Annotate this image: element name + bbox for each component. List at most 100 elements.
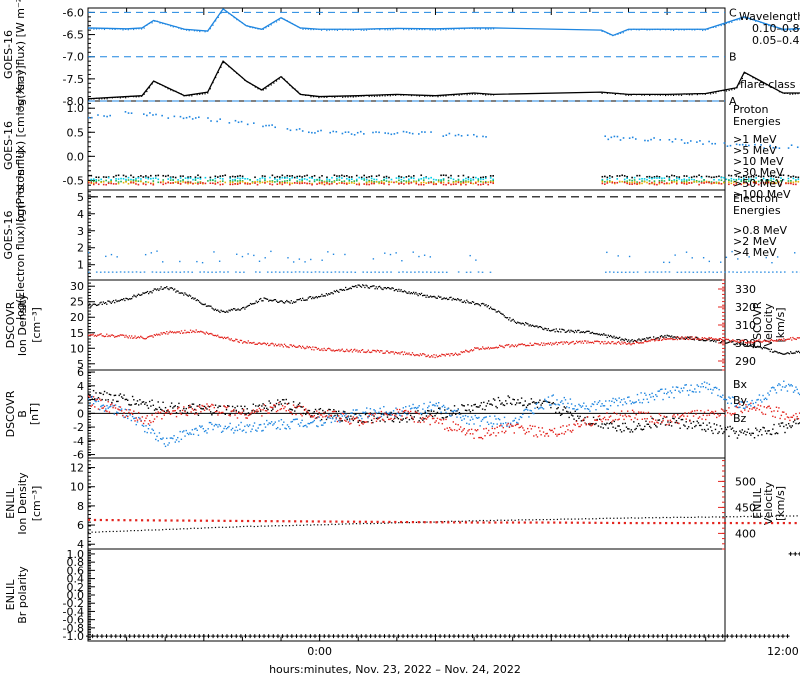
proton-point-mark	[187, 180, 189, 183]
b-field-point-mark	[123, 412, 125, 414]
density-point-mark	[728, 339, 731, 342]
proton-point-mark	[616, 181, 619, 184]
proton-point-mark	[398, 177, 400, 179]
proton-point-mark	[373, 182, 375, 185]
density-point-mark	[88, 304, 90, 307]
density-point-mark	[411, 292, 414, 295]
xray-point-mark	[305, 28, 307, 30]
density-point-mark	[420, 292, 423, 295]
b-field-point-mark	[92, 396, 95, 398]
b-field-point-mark	[781, 422, 784, 424]
density-point-mark	[124, 299, 126, 302]
proton-point-mark	[795, 180, 797, 183]
proton-point-mark	[618, 180, 621, 183]
xray-point-mark	[267, 25, 270, 28]
density-point-mark	[633, 339, 636, 342]
electron-point-mark	[144, 253, 147, 256]
b-field-point-mark	[647, 401, 650, 404]
proton-point-mark	[276, 179, 279, 181]
density-point-mark	[104, 302, 107, 304]
b-field-point-mark	[123, 394, 125, 396]
density-point-mark	[471, 300, 474, 303]
b-field-point-mark	[314, 408, 317, 411]
density-point-mark	[483, 303, 485, 305]
density-point-mark	[354, 348, 356, 350]
proton-point-mark	[338, 179, 341, 181]
b-field-point-mark	[264, 426, 267, 428]
proton-point-mark	[229, 180, 232, 182]
b-field-point-mark	[156, 435, 158, 438]
density-point-mark	[395, 352, 398, 354]
b-field-point-mark	[197, 414, 200, 416]
density-point-mark	[203, 332, 205, 334]
density-point-mark	[188, 294, 191, 296]
b-field-point-mark	[191, 403, 194, 405]
density-point-mark	[179, 332, 182, 334]
b-field-point-mark	[106, 404, 108, 407]
electron-base-point-mark	[199, 271, 201, 273]
b-field-point-mark	[379, 407, 381, 410]
b-field-point-mark	[383, 405, 385, 408]
density-point-mark	[151, 335, 153, 337]
density-point-mark	[796, 337, 799, 339]
density-point-mark	[631, 343, 633, 345]
xray-point-mark	[744, 72, 746, 74]
b-field-point-mark	[434, 405, 436, 407]
density-point-mark	[229, 339, 231, 341]
electron-base-point-mark	[243, 271, 245, 273]
density-point-mark	[427, 354, 429, 356]
proton-point-mark	[609, 177, 611, 180]
proton-point-mark	[326, 176, 328, 179]
proton-point-mark	[440, 174, 442, 177]
xray-point-mark	[307, 94, 309, 96]
b-field-point-mark	[659, 388, 662, 391]
xray-point-mark	[627, 94, 630, 96]
b-field-point-mark	[114, 394, 117, 397]
xray-point-mark	[103, 98, 106, 100]
b-field-point-mark	[596, 403, 598, 405]
b-field-point-mark	[366, 407, 368, 409]
b-field-point-mark	[124, 398, 126, 401]
xray-point-mark	[702, 93, 704, 95]
density-point-mark	[397, 290, 399, 292]
xray-point-mark	[794, 93, 796, 95]
b-field-point-mark	[791, 385, 794, 387]
density-point-mark	[656, 338, 658, 340]
density-point-mark	[655, 339, 657, 341]
density-point-mark	[712, 338, 715, 340]
b-field-point-mark	[637, 399, 640, 401]
density-point-mark	[554, 342, 556, 344]
b-field-point-mark	[606, 408, 608, 410]
proton-point-mark	[102, 180, 105, 183]
electron-point-mark	[264, 257, 266, 259]
xray-point-mark	[418, 28, 421, 31]
b-field-point-mark	[619, 429, 622, 431]
proton-point-mark	[710, 182, 713, 185]
proton-point-mark	[90, 174, 93, 177]
density-point-mark	[304, 348, 306, 350]
proton-point-mark	[705, 175, 708, 178]
b-field-point-mark	[240, 421, 242, 424]
density-point-mark	[90, 306, 92, 308]
proton-point-mark	[365, 178, 368, 181]
density-point-mark	[623, 341, 625, 343]
electron-base-point-mark	[624, 271, 627, 273]
proton-point-mark	[293, 181, 296, 184]
legend-entry: >0.8 MeV	[733, 224, 787, 237]
b-field-point-mark	[352, 419, 355, 422]
density-point-mark	[419, 353, 422, 355]
density-point-mark	[198, 331, 201, 333]
density-point-mark	[604, 334, 606, 336]
proton-point-mark	[130, 178, 132, 181]
b-field-point-mark	[558, 404, 561, 406]
density-point-mark	[621, 338, 623, 340]
xray-point-mark	[643, 28, 646, 30]
b-field-point-mark	[701, 383, 703, 385]
xray-point-mark	[453, 94, 455, 97]
proton-point-mark	[172, 181, 174, 184]
b-field-point-mark	[135, 423, 137, 426]
density-point-mark	[691, 338, 693, 341]
density-point-mark	[497, 310, 500, 312]
density-point-mark	[465, 302, 467, 304]
